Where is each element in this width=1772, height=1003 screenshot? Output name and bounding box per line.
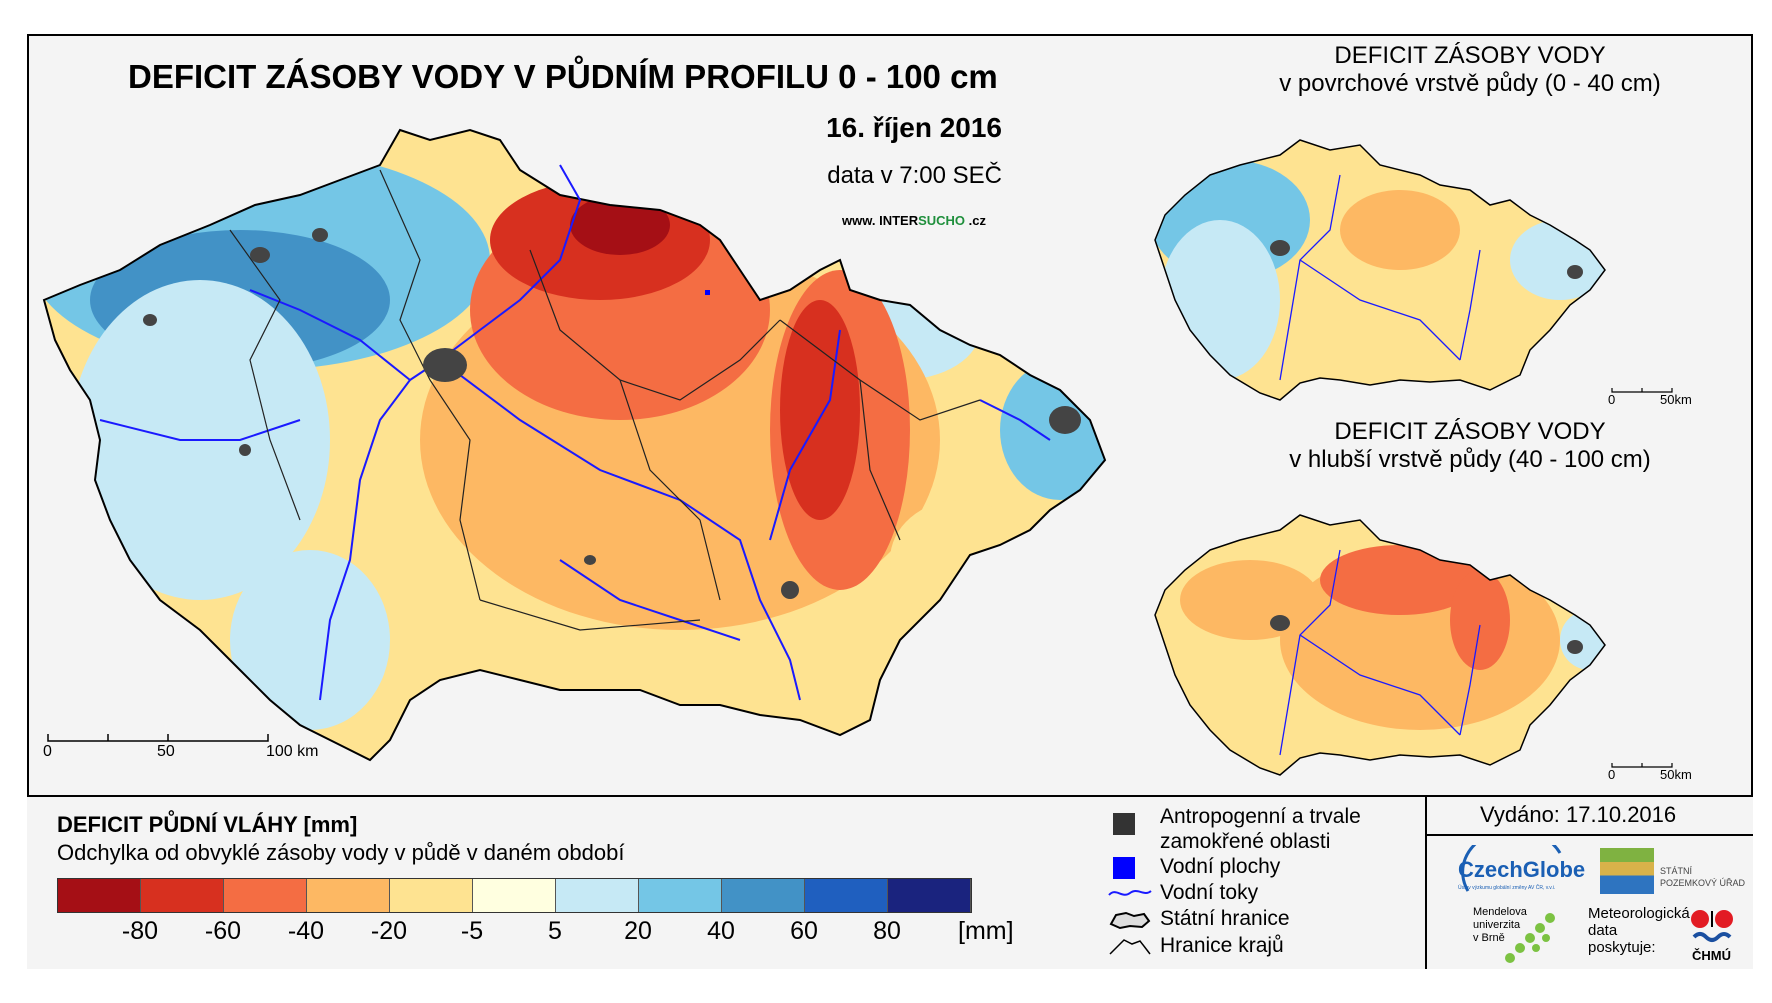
color-scale-swatch	[390, 879, 473, 912]
color-scale-swatch	[722, 879, 805, 912]
mendel-name-3: v Brně	[1473, 932, 1505, 944]
region-border-icon	[1109, 939, 1151, 955]
color-scale-tick: 40	[707, 917, 735, 945]
legend-subtitle: Odchylka od obvyklé zásoby vody v půdě v…	[57, 840, 625, 865]
inset-top-title: DEFICIT ZÁSOBY VODY v povrchové vrstvě p…	[1230, 42, 1710, 98]
anthropogenic-swatch	[1113, 813, 1135, 835]
color-scale-tick: 60	[790, 917, 818, 945]
region-borders-main	[229, 169, 981, 631]
website-accent: SUCHO	[918, 213, 966, 228]
map-date: 16. říjen 2016	[826, 112, 1002, 143]
credits-divider	[1425, 795, 1427, 969]
spu-name-1: STÁTNÍ	[1660, 866, 1693, 876]
color-scale-tick: 5	[548, 917, 562, 945]
scale-main-0: 0	[43, 743, 52, 760]
color-scale-tick: 80	[873, 917, 901, 945]
color-scale-swatch	[888, 879, 971, 912]
spu-emblem-icon	[1600, 848, 1654, 894]
chmu-logo-icon	[1691, 910, 1733, 942]
color-scale-swatch	[307, 879, 390, 912]
scale-main-50: 50	[157, 743, 175, 760]
color-scale-swatch	[141, 879, 224, 912]
spu-name-2: POZEMKOVÝ ÚŘAD	[1660, 878, 1746, 888]
inset-top-title-2: v povrchové vrstvě půdy (0 - 40 cm)	[1279, 70, 1661, 97]
color-scale-bar	[57, 878, 972, 913]
water-label: Vodní plochy	[1160, 855, 1281, 878]
mendel-logo: Mendelova univerzita v Brně	[1473, 906, 1527, 945]
inset-bottom-title-2: v hlubší vrstvě půdy (40 - 100 cm)	[1289, 446, 1651, 473]
scale-bottom-0: 0	[1608, 767, 1616, 782]
chmu-name: ČHMÚ	[1692, 948, 1731, 963]
mendel-name-1: Mendelova	[1473, 906, 1527, 918]
scale-top-50: 50km	[1660, 392, 1692, 407]
anthropogenic-label-2: zamokřené oblasti	[1160, 830, 1331, 853]
data-time: data v 7:00 SEČ	[827, 162, 1002, 189]
anthropogenic-areas-main	[143, 228, 1081, 599]
color-scale-swatch	[58, 879, 141, 912]
color-scale-swatch	[639, 879, 722, 912]
anthropogenic-label: Antropogenní a trvale	[1160, 805, 1361, 828]
legend-title: DEFICIT PŮDNÍ VLÁHY [mm]	[57, 812, 358, 837]
meteo-3: poskytuje:	[1588, 939, 1656, 956]
map-title: DEFICIT ZÁSOBY VODY V PŮDNÍM PROFILU 0 -…	[128, 58, 998, 95]
color-scale-swatch	[805, 879, 888, 912]
mendel-dots-icon	[1505, 913, 1555, 963]
meteo-2: data	[1588, 922, 1618, 939]
scale-top-0: 0	[1608, 392, 1616, 407]
legend-unit: [mm]	[958, 917, 1014, 945]
czechglobe-logo: CzechGlobe Ústav výzkumu globální změny …	[1440, 845, 1588, 897]
color-scale-swatch	[224, 879, 307, 912]
scale-bar-main	[47, 734, 269, 742]
scale-bottom-50: 50km	[1660, 767, 1692, 782]
scale-bar-bottom	[1611, 763, 1673, 768]
inset-bottom-title: DEFICIT ZÁSOBY VODY v hlubší vrstvě půdy…	[1230, 418, 1710, 474]
region-border-label: Hranice krajů	[1160, 934, 1284, 957]
inset-top-title-1: DEFICIT ZÁSOBY VODY	[1334, 42, 1606, 69]
meteo-credit: Meteorologická data poskytuje:	[1588, 905, 1690, 956]
color-scale-tick: -20	[370, 917, 408, 945]
water-swatch	[1113, 857, 1135, 879]
color-scale-tick: -5	[460, 917, 484, 945]
mendel-name-2: univerzita	[1473, 919, 1521, 931]
state-border-main	[42, 128, 1107, 762]
color-scale-tick: -60	[204, 917, 242, 945]
issued-separator	[1425, 834, 1753, 836]
color-scale-swatch	[556, 879, 639, 912]
rivers-main	[99, 164, 1051, 701]
inset-bottom-title-1: DEFICIT ZÁSOBY VODY	[1334, 418, 1606, 445]
stream-icon	[1108, 890, 1152, 896]
scale-main-100: 100 km	[266, 743, 319, 760]
color-scale-tick: 20	[624, 917, 652, 945]
color-scale-swatch	[473, 879, 556, 912]
state-border-icon	[1109, 911, 1151, 930]
czechglobe-sub: Ústav výzkumu globální změny AV ČR, v.v.…	[1458, 885, 1556, 891]
website-link[interactable]: www. INTERSUCHO .cz	[842, 213, 986, 228]
issued-date: Vydáno: 17.10.2016	[1480, 802, 1677, 827]
czechglobe-arc-icon	[1461, 845, 1562, 892]
website-prefix: www. INTER	[842, 213, 919, 228]
website-suffix: .cz	[965, 213, 986, 228]
state-border-label: Státní hranice	[1160, 907, 1290, 930]
czechglobe-name: CzechGlobe	[1458, 857, 1586, 882]
color-scale-tick: -40	[287, 917, 325, 945]
streams-label: Vodní toky	[1160, 881, 1259, 904]
spu-logo: STÁTNÍ POZEMKOVÝ ÚŘAD	[1600, 848, 1745, 896]
meteo-1: Meteorologická	[1588, 905, 1690, 922]
color-scale-tick: -80	[121, 917, 159, 945]
scale-bar-top	[1611, 388, 1673, 393]
